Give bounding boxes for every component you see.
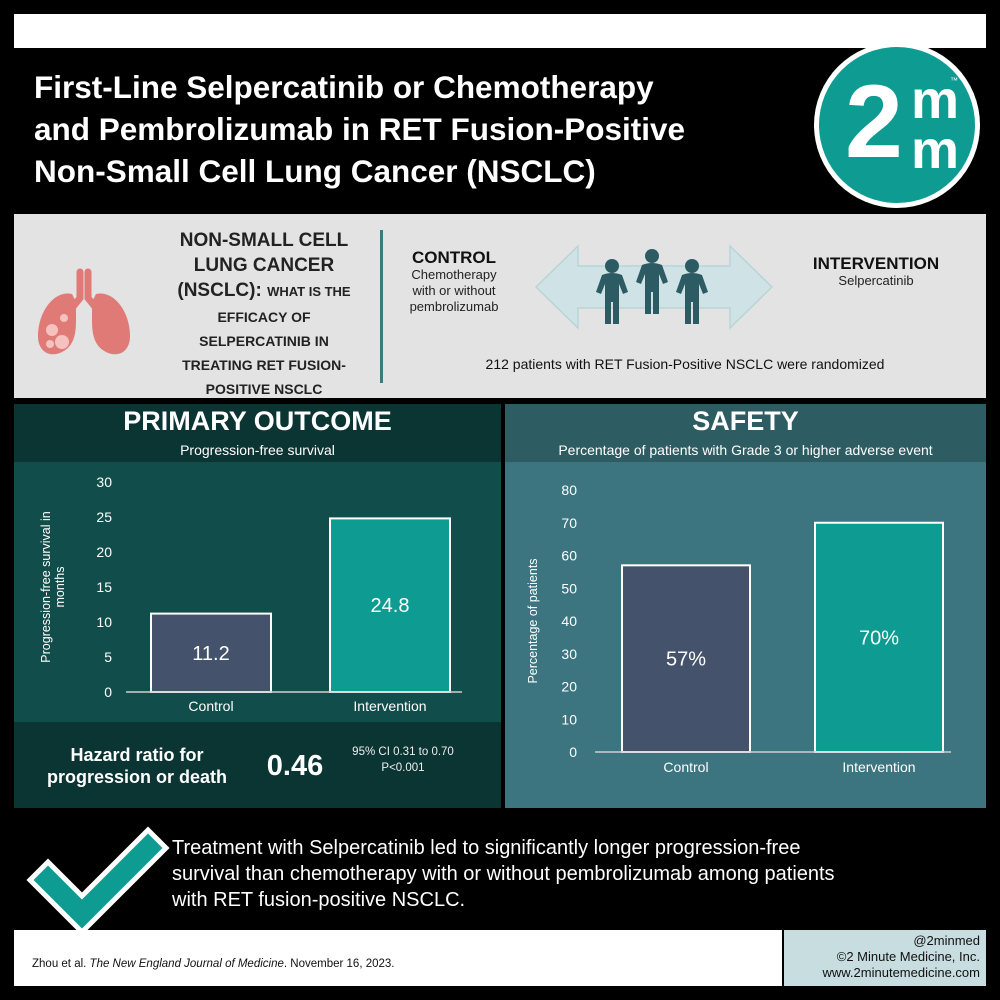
y-axis-title: Progression-free survival inmonths — [39, 511, 67, 662]
p-value: P<0.001 — [381, 762, 425, 774]
hazard-ratio-ci: 95% CI 0.31 to 0.70 P<0.001 — [340, 744, 466, 776]
confidence-interval: 95% CI 0.31 to 0.70 — [352, 746, 454, 758]
title-line: and Pembrolizumab in RET Fusion-Positive — [34, 111, 686, 147]
safety-header — [505, 404, 986, 462]
bar-intervention — [814, 521, 944, 753]
website-link[interactable]: www.2minutemedicine.com — [822, 965, 980, 980]
logo-letter-bottom: m — [911, 120, 960, 180]
y-tick-label: 0 — [569, 744, 577, 760]
y-tick-label: 5 — [104, 649, 112, 665]
bar-control — [621, 564, 751, 753]
question-body-line: EFFICACY OF — [217, 309, 311, 325]
y-axis-title-line: Progression-free survival in — [39, 511, 53, 662]
adverse-event-bar-chart: 0 10 20 30 40 50 60 70 80 Percentage of patients 5… — [526, 482, 951, 775]
y-tick-label: 70 — [561, 515, 577, 531]
y-axis-title-line: months — [53, 567, 67, 608]
pfs-bar-chart: 0 5 10 15 20 25 30 Progression-free survival in… — [39, 474, 462, 714]
safety-subtitle: Percentage of patients with Grade 3 or h… — [558, 442, 933, 458]
2minutemedicine-logo: 2 m m — [814, 42, 980, 208]
conclusion-line: with RET fusion-positive NSCLC. — [172, 889, 466, 911]
bar-value-label: 24.8 — [371, 595, 410, 617]
people-icon — [596, 249, 708, 324]
research-question: NON-SMALL CELL LUNG CANCER (NSCLC): WHAT… — [162, 228, 366, 400]
page-title: First-Line Selpercatinib or Chemotherapy… — [34, 66, 814, 192]
primary-outcome-header — [14, 404, 501, 462]
randomization-graphic — [534, 244, 774, 330]
y-axis-title: Percentage of patients — [526, 558, 540, 683]
bar-intervention — [329, 517, 451, 694]
intervention-description: Selpercatinib — [838, 273, 914, 288]
conclusion-line: Treatment with Selpercatinib led to sign… — [172, 837, 801, 859]
citation: Zhou et al. The New England Journal of M… — [32, 958, 394, 970]
control-title: CONTROL — [411, 248, 497, 267]
title-line: First-Line Selpercatinib or Chemotherapy — [34, 69, 654, 105]
logo-letter-top: m — [911, 70, 960, 130]
logo-circle: 2 m m — [819, 47, 975, 203]
y-tick-label: 20 — [96, 544, 112, 560]
hazard-ratio-label-line: progression or death — [46, 767, 228, 787]
citation-journal: The New England Journal of Medicine — [89, 958, 284, 970]
primary-outcome-subtitle: Progression-free survival — [180, 442, 335, 458]
question-body-first: WHAT IS THE — [267, 284, 351, 299]
vertical-divider — [380, 230, 383, 383]
lungs-icon — [38, 268, 130, 355]
control-desc-line: with or without — [412, 283, 496, 298]
footer-citation-box — [14, 930, 782, 986]
control-desc-line: Chemotherapy — [411, 267, 497, 282]
x-category-label: Control — [188, 698, 233, 714]
x-category-label: Intervention — [842, 759, 915, 775]
control-description: Chemotherapy with or without pembrolizum… — [395, 267, 513, 315]
logo-numeral: 2 — [845, 64, 903, 180]
x-category-label: Intervention — [353, 698, 426, 714]
logo-trademark: ™ — [950, 76, 958, 85]
bar-value-label: 70% — [859, 627, 899, 649]
footer-credits: @2minmed ©2 Minute Medicine, Inc. www.2m… — [784, 930, 986, 986]
primary-outcome-title: PRIMARY OUTCOME — [123, 406, 392, 436]
y-tick-label: 30 — [96, 474, 112, 490]
conclusion-text: Treatment with Selpercatinib led to sign… — [172, 835, 962, 913]
question-heading-prefix: (NSCLC): — [177, 280, 268, 301]
y-axis-title-line: Percentage of patients — [526, 558, 540, 683]
intervention-title: INTERVENTION — [812, 254, 940, 273]
checkmark-icon — [26, 826, 170, 936]
randomization-note: 212 patients with RET Fusion-Positive NS… — [485, 356, 885, 372]
top-border-strip — [14, 14, 986, 48]
y-tick-label: 60 — [561, 548, 577, 564]
y-tick-label: 80 — [561, 482, 577, 498]
citation-authors: Zhou et al. — [32, 958, 90, 970]
y-tick-label: 25 — [96, 509, 112, 525]
hazard-ratio-value: 0.46 — [266, 750, 324, 782]
control-desc-line: pembrolizumab — [409, 299, 499, 314]
y-tick-label: 30 — [561, 646, 577, 662]
bar-control — [150, 612, 272, 694]
question-heading-line-3: (NSCLC): WHAT IS THE — [162, 278, 366, 304]
question-heading-line: LUNG CANCER — [193, 255, 335, 276]
question-body-line: TREATING RET FUSION- — [182, 357, 346, 373]
question-body-line: SELPERCATINIB IN — [199, 333, 329, 349]
y-tick-label: 0 — [104, 684, 112, 700]
x-category-label: Control — [663, 759, 708, 775]
hazard-ratio-label: Hazard ratio for progression or death — [30, 744, 244, 788]
social-handle: @2minmed — [913, 933, 980, 948]
title-line: Non-Small Cell Lung Cancer (NSCLC) — [34, 153, 596, 189]
bar-value-label: 11.2 — [192, 643, 229, 665]
hazard-ratio-label-line: Hazard ratio for — [70, 745, 204, 765]
copyright: ©2 Minute Medicine, Inc. — [836, 949, 980, 964]
y-tick-label: 50 — [561, 580, 577, 596]
study-design-band — [14, 214, 986, 398]
hazard-ratio-band — [14, 722, 501, 808]
y-tick-label: 15 — [96, 579, 112, 595]
y-tick-label: 40 — [561, 613, 577, 629]
safety-title: SAFETY — [692, 406, 799, 436]
conclusion-band — [54, 814, 986, 926]
bar-value-label: 57% — [666, 649, 706, 671]
y-tick-label: 10 — [561, 711, 577, 727]
question-body-line: POSITIVE NSCLC — [205, 381, 323, 397]
citation-date: . November 16, 2023. — [283, 958, 395, 970]
conclusion-line: survival than chemotherapy with or witho… — [172, 863, 835, 885]
question-heading-line: NON-SMALL CELL — [179, 230, 349, 251]
y-tick-label: 10 — [96, 614, 112, 630]
y-tick-label: 20 — [561, 679, 577, 695]
